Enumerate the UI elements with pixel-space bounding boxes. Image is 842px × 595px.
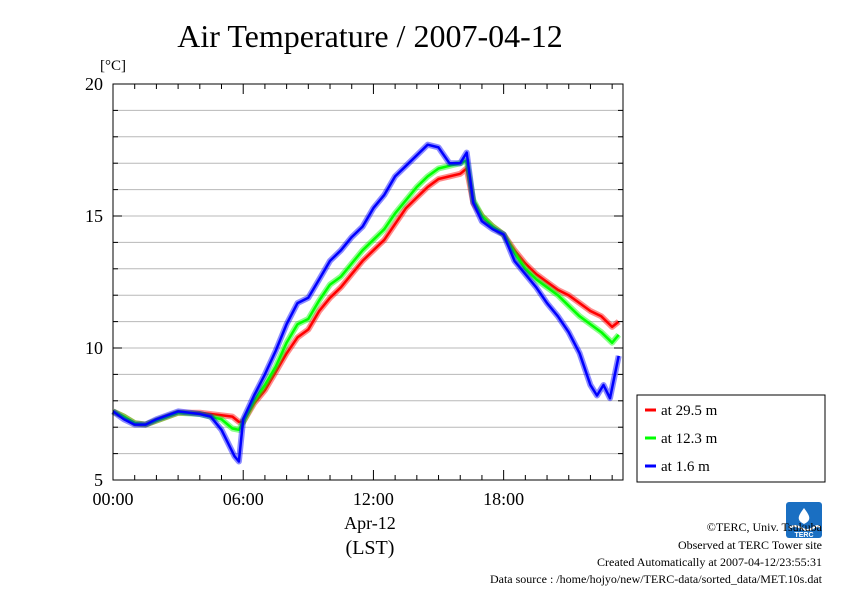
series-line [112, 167, 620, 426]
gridlines [113, 109, 623, 455]
site-text: Observed at TERC Tower site [678, 538, 822, 552]
x-axis-date-label: Apr-12 [344, 513, 396, 533]
y-tick-label: 10 [85, 338, 103, 358]
series-halo [111, 141, 622, 465]
axis-ticks: 5 10 15 20 00:00 06:00 12:00 18:00 [85, 74, 623, 509]
y-tick-label: 20 [85, 74, 103, 94]
y-unit-label: [°C] [100, 58, 126, 74]
x-tick-label: 18:00 [483, 489, 524, 509]
y-tick-label: 15 [85, 206, 103, 226]
credit-text: ©TERC, Univ. Tsukuba [707, 520, 823, 534]
x-axis-tz-label: (LST) [346, 537, 395, 559]
x-tick-label: 06:00 [223, 489, 264, 509]
x-tick-label: 00:00 [92, 489, 133, 509]
terc-logo-text: TERC [794, 532, 813, 539]
x-tick-label: 12:00 [353, 489, 394, 509]
chart-title: Air Temperature / 2007-04-12 [177, 18, 563, 54]
plot-frame [112, 83, 624, 481]
legend-label: at 1.6 m [661, 459, 710, 475]
series-line [112, 159, 620, 432]
wave-icon [788, 525, 821, 531]
legend: at 29.5 m at 12.3 m at 1.6 m [636, 394, 826, 483]
y-tick-label: 5 [94, 470, 103, 490]
terc-logo: TERC [786, 502, 822, 539]
source-text: Data source : /home/hojyo/new/TERC-data/… [490, 572, 823, 586]
water-drop-icon [798, 508, 810, 524]
legend-label: at 29.5 m [661, 403, 718, 419]
legend-box [636, 394, 826, 483]
series-line [112, 143, 620, 463]
created-text: Created Automatically at 2007-04-12/23:5… [597, 555, 822, 569]
legend-label: at 12.3 m [661, 431, 718, 447]
series-lines [111, 141, 622, 465]
